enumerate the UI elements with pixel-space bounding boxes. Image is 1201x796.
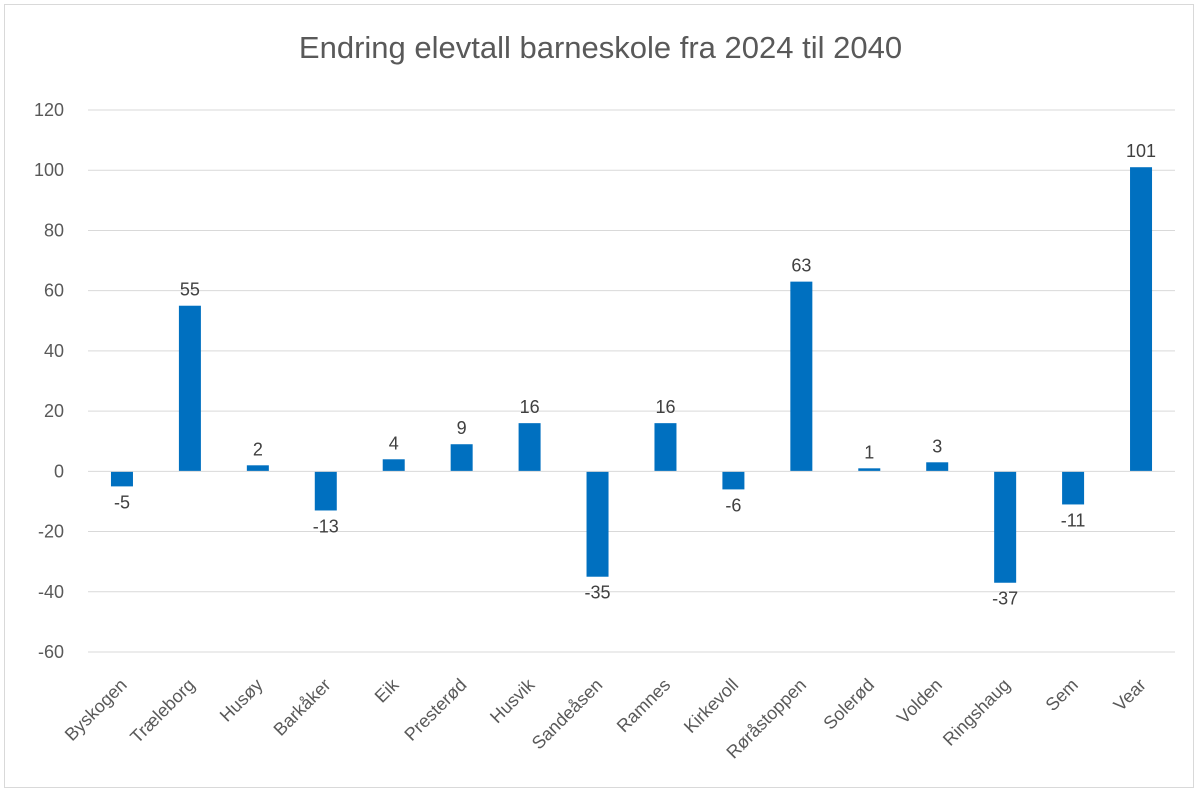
x-category-label: Sem xyxy=(1042,675,1082,715)
x-category-label: Byskogen xyxy=(61,675,131,745)
chart-title: Endring elevtall barneskole fra 2024 til… xyxy=(298,30,903,65)
x-category-label: Volden xyxy=(893,675,946,728)
bar-sandeåsen xyxy=(586,471,609,577)
bar-ramnes xyxy=(654,423,677,472)
bar-træleborg xyxy=(178,305,201,472)
y-tick-label: 0 xyxy=(54,461,64,481)
bar-byskogen xyxy=(110,471,133,487)
data-label: 63 xyxy=(791,256,811,276)
data-label: -37 xyxy=(992,589,1018,609)
data-labels: -5 55 2 -13 4 9 16 -35 16 -6 63 1 3 -37 -11 101 xyxy=(114,141,1156,609)
y-tick-label: 120 xyxy=(34,100,64,120)
bar-husøy xyxy=(246,465,269,472)
bar-ringshaug xyxy=(994,471,1017,583)
bar-volden xyxy=(926,462,949,472)
bars xyxy=(110,167,1153,583)
data-label: 16 xyxy=(655,397,675,417)
data-label: 9 xyxy=(457,418,467,438)
data-label: -35 xyxy=(585,583,611,603)
chart-frame xyxy=(4,4,1194,788)
y-axis-ticks: 120 100 80 60 40 20 0 -20 -40 -60 xyxy=(34,100,64,662)
x-category-label: Husvik xyxy=(486,674,539,727)
y-tick-label: 20 xyxy=(44,401,64,421)
x-category-label: Eik xyxy=(371,674,404,707)
data-label: -13 xyxy=(313,516,339,536)
y-tick-label: 40 xyxy=(44,341,64,361)
bar-eik xyxy=(382,459,405,472)
data-label: -5 xyxy=(114,492,130,512)
data-label: 101 xyxy=(1126,141,1156,161)
data-label: -6 xyxy=(725,495,741,515)
x-category-label: Ringshaug xyxy=(939,675,1014,750)
y-tick-label: 100 xyxy=(34,160,64,180)
bar-presterød xyxy=(450,444,473,472)
y-tick-label: -40 xyxy=(38,582,64,602)
x-category-label: Barkåker xyxy=(270,675,335,740)
x-category-label: Husøy xyxy=(216,675,267,726)
bar-kirkevoll xyxy=(722,471,745,490)
data-label: 1 xyxy=(864,442,874,462)
y-tick-label: -60 xyxy=(38,642,64,662)
x-category-label: Vear xyxy=(1110,675,1150,715)
y-tick-label: -20 xyxy=(38,522,64,542)
data-label: 16 xyxy=(520,397,540,417)
x-category-label: Sandeåsen xyxy=(528,675,607,754)
bar-solerød xyxy=(858,468,881,472)
x-category-label: Presterød xyxy=(400,675,470,745)
bar-røråstoppen xyxy=(790,281,813,472)
gridlines xyxy=(88,109,1175,653)
data-label: 55 xyxy=(180,280,200,300)
x-category-label: Ramnes xyxy=(613,675,675,737)
bar-vear xyxy=(1130,167,1153,472)
y-tick-label: 80 xyxy=(44,220,64,240)
x-category-label: Kirkevoll xyxy=(680,675,742,737)
data-label: -11 xyxy=(1061,510,1086,530)
data-label: 3 xyxy=(932,436,942,456)
bar-sem xyxy=(1062,471,1085,505)
x-category-label: Solerød xyxy=(819,675,878,734)
bar-barkåker xyxy=(314,471,337,511)
data-label: 2 xyxy=(253,439,263,459)
x-category-label: Træleborg xyxy=(126,675,198,747)
bar-husvik xyxy=(518,423,541,472)
y-tick-label: 60 xyxy=(44,281,64,301)
data-label: 4 xyxy=(389,433,399,453)
